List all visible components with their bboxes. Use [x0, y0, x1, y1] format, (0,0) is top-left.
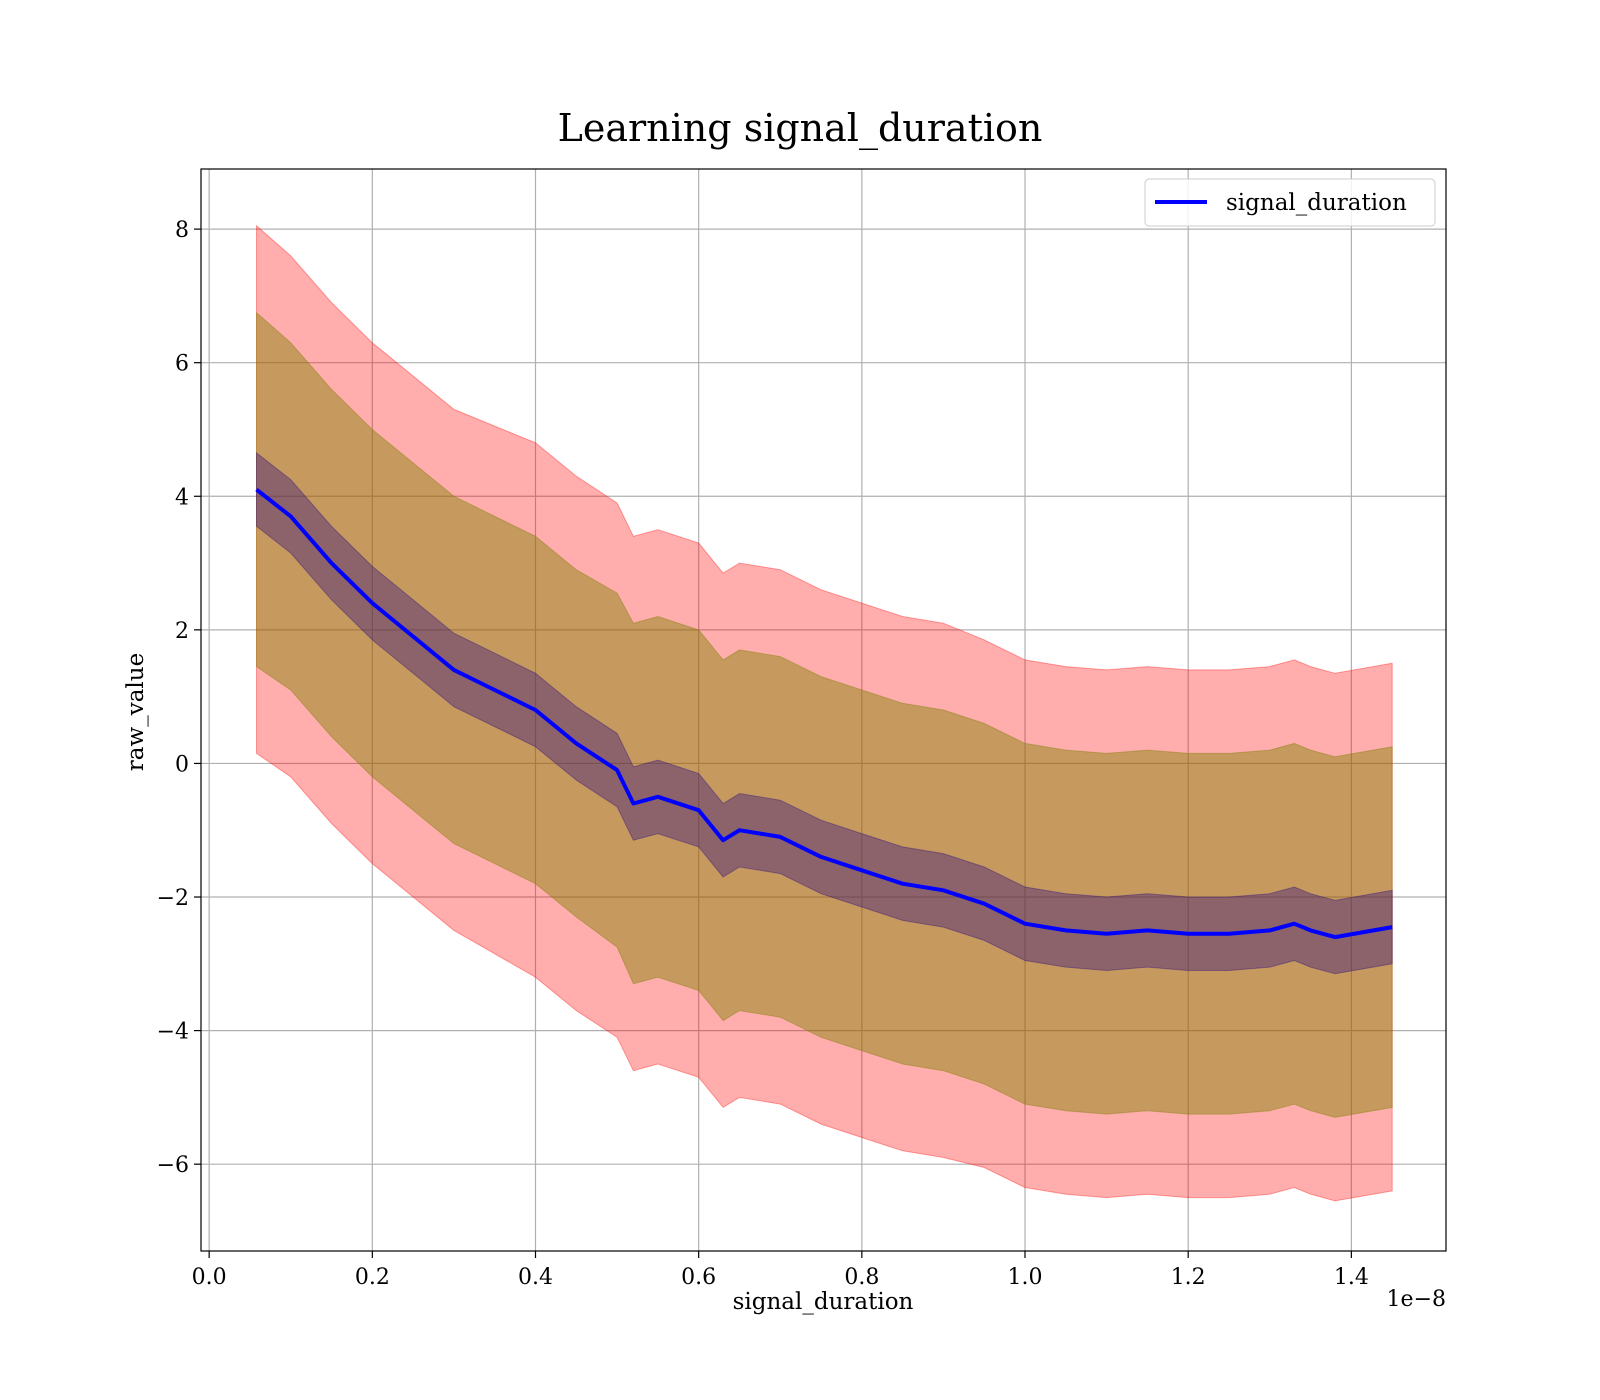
y-axis-label: raw_value — [123, 653, 149, 771]
grid — [201, 169, 1446, 1251]
x-axis-label: signal_duration — [733, 1289, 914, 1315]
y-tick-label-6: 6 — [175, 352, 189, 377]
chart-title: Learning signal_duration — [558, 106, 1043, 151]
x-tick-label-1: 0.2 — [355, 1265, 390, 1290]
legend-label: signal_duration — [1226, 190, 1407, 216]
y-tick-label-0: −6 — [157, 1153, 189, 1178]
band-inner — [256, 451, 1393, 975]
y-axis: −6 −4 −2 0 2 4 6 8 — [157, 218, 201, 1178]
middle-band-area — [256, 311, 1393, 1118]
x-tick-label-2: 0.4 — [518, 1265, 553, 1290]
series-line-signal-duration — [255, 488, 1393, 940]
y-tick-label-2: −2 — [157, 886, 189, 911]
y-tick-label-5: 4 — [175, 485, 189, 510]
outer-band-area — [256, 224, 1393, 1202]
x-axis: 0.0 0.2 0.4 0.6 0.8 1.0 1.2 1.4 — [192, 1251, 1369, 1290]
x-tick-label-0: 0.0 — [192, 1265, 227, 1290]
plot-frame — [200, 168, 1447, 1252]
series-line-layer — [255, 488, 1393, 940]
x-tick-label-3: 0.6 — [681, 1265, 716, 1290]
x-tick-label-7: 1.4 — [1334, 1265, 1369, 1290]
legend-box — [1144, 178, 1436, 227]
x-tick-label-5: 1.0 — [1008, 1265, 1043, 1290]
band-outer — [256, 224, 1393, 1202]
x-tick-label-4: 0.8 — [844, 1265, 879, 1290]
y-tick-label-7: 8 — [175, 218, 189, 243]
y-tick-label-1: −4 — [157, 1020, 189, 1045]
x-axis-scale-label: 1e−8 — [1387, 1287, 1446, 1312]
legend: signal_duration — [1144, 178, 1436, 227]
y-tick-label-4: 2 — [175, 619, 189, 644]
band-middle — [256, 311, 1393, 1118]
y-tick-label-3: 0 — [175, 752, 189, 777]
x-tick-label-6: 1.2 — [1171, 1265, 1206, 1290]
inner-band-area — [256, 451, 1393, 975]
